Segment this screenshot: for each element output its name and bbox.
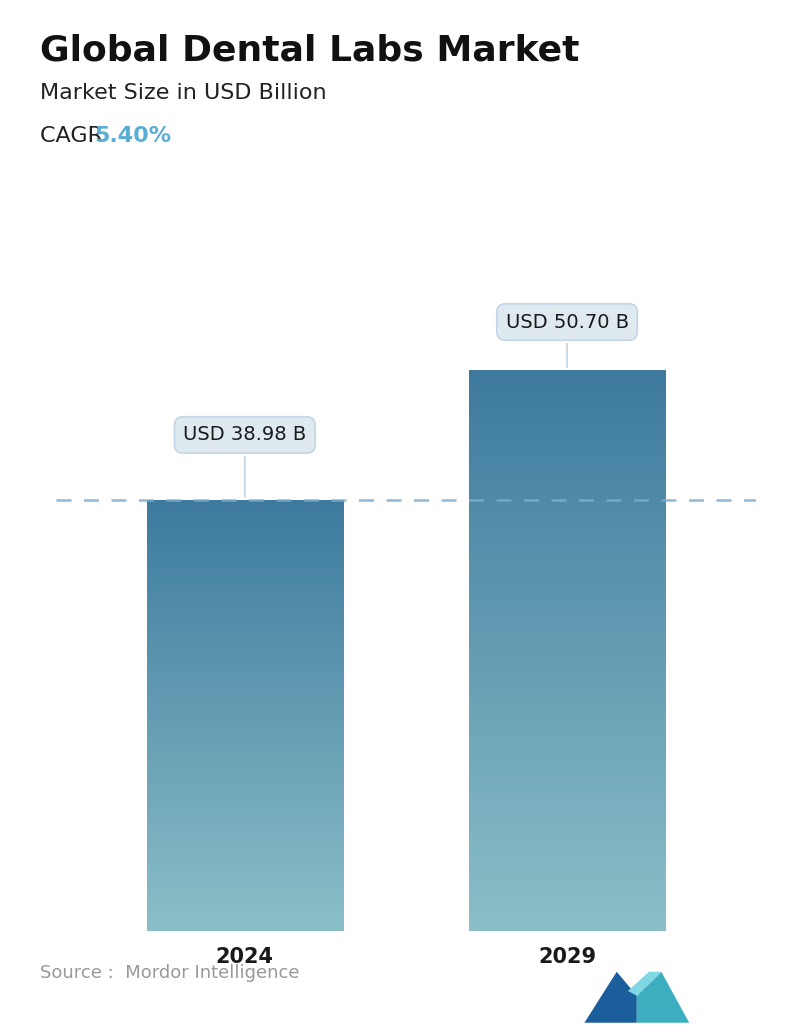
Text: Source :  Mordor Intelligence: Source : Mordor Intelligence	[40, 965, 299, 982]
Text: USD 50.70 B: USD 50.70 B	[505, 312, 629, 367]
Polygon shape	[584, 972, 637, 1023]
Polygon shape	[637, 972, 689, 1023]
Text: Global Dental Labs Market: Global Dental Labs Market	[40, 33, 579, 67]
Text: USD 38.98 B: USD 38.98 B	[183, 425, 306, 497]
Text: CAGR: CAGR	[40, 126, 110, 146]
Text: Market Size in USD Billion: Market Size in USD Billion	[40, 83, 326, 102]
Polygon shape	[628, 972, 661, 996]
Text: 5.40%: 5.40%	[94, 126, 171, 146]
